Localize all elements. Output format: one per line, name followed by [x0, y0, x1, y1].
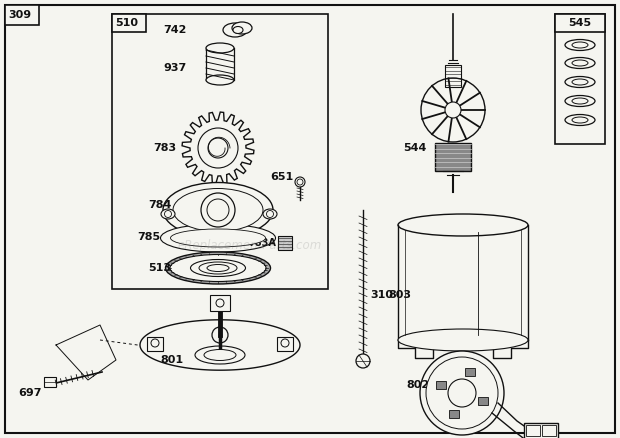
Circle shape: [216, 299, 224, 307]
Polygon shape: [182, 112, 254, 184]
Ellipse shape: [572, 60, 588, 66]
Bar: [277, 337, 293, 351]
Bar: [44, 377, 56, 387]
Ellipse shape: [166, 252, 270, 284]
Ellipse shape: [163, 183, 273, 237]
Text: 309: 309: [8, 10, 31, 20]
Text: 651: 651: [270, 172, 293, 182]
Ellipse shape: [232, 22, 252, 34]
Text: 784: 784: [148, 200, 171, 210]
Ellipse shape: [398, 329, 528, 351]
Ellipse shape: [233, 27, 243, 33]
Text: eReplacementParts.com: eReplacementParts.com: [178, 239, 322, 251]
Ellipse shape: [206, 75, 234, 85]
Ellipse shape: [398, 214, 528, 236]
Text: 742: 742: [163, 25, 187, 35]
Bar: [112, 14, 146, 32]
Text: 783A: 783A: [248, 238, 276, 248]
Text: 802: 802: [406, 380, 429, 390]
Ellipse shape: [212, 327, 228, 343]
Ellipse shape: [190, 259, 246, 276]
Ellipse shape: [565, 39, 595, 50]
Ellipse shape: [565, 95, 595, 106]
Text: 544: 544: [403, 143, 427, 153]
Circle shape: [208, 138, 228, 158]
Bar: [555, 14, 605, 144]
Ellipse shape: [206, 43, 234, 53]
Ellipse shape: [204, 350, 236, 360]
Circle shape: [448, 379, 476, 407]
Ellipse shape: [207, 265, 229, 272]
Bar: [555, 14, 605, 32]
Circle shape: [281, 339, 289, 347]
Bar: [5, 5, 39, 25]
Circle shape: [420, 351, 504, 435]
Ellipse shape: [565, 57, 595, 68]
Circle shape: [445, 102, 461, 118]
Text: 697: 697: [18, 388, 42, 398]
Text: 801: 801: [160, 355, 183, 365]
Circle shape: [356, 354, 370, 368]
Bar: [436, 381, 446, 389]
Circle shape: [198, 128, 238, 168]
Circle shape: [164, 211, 172, 218]
Ellipse shape: [201, 193, 235, 227]
Bar: [445, 65, 461, 87]
Ellipse shape: [207, 199, 229, 221]
Bar: [210, 295, 230, 311]
Circle shape: [426, 357, 498, 429]
Bar: [526, 425, 540, 436]
Text: 310: 310: [370, 290, 393, 300]
Bar: [112, 14, 328, 289]
Circle shape: [151, 339, 159, 347]
Bar: [524, 423, 558, 438]
Ellipse shape: [565, 77, 595, 88]
Ellipse shape: [161, 224, 275, 252]
Ellipse shape: [572, 79, 588, 85]
Bar: [450, 410, 459, 418]
Text: 510: 510: [115, 18, 138, 28]
Text: 783: 783: [153, 143, 176, 153]
Ellipse shape: [263, 209, 277, 219]
Text: 937: 937: [163, 63, 186, 73]
Bar: [147, 337, 163, 351]
Text: 545: 545: [568, 18, 591, 28]
Ellipse shape: [295, 177, 305, 187]
Ellipse shape: [572, 98, 588, 104]
Text: 513: 513: [148, 263, 171, 273]
Ellipse shape: [199, 262, 237, 274]
Ellipse shape: [161, 209, 175, 219]
Ellipse shape: [195, 346, 245, 364]
Circle shape: [267, 211, 273, 218]
Bar: [464, 368, 474, 376]
Bar: [435, 143, 471, 171]
Text: 785: 785: [137, 232, 160, 242]
Bar: [477, 396, 488, 405]
Polygon shape: [140, 320, 300, 370]
Bar: [542, 425, 556, 436]
Ellipse shape: [565, 114, 595, 126]
Ellipse shape: [223, 23, 247, 37]
Ellipse shape: [572, 117, 588, 123]
Text: 803: 803: [388, 290, 411, 300]
Ellipse shape: [297, 179, 303, 185]
Ellipse shape: [173, 188, 263, 232]
Ellipse shape: [170, 229, 265, 247]
Bar: [278, 236, 292, 250]
Ellipse shape: [572, 42, 588, 48]
Ellipse shape: [170, 254, 266, 282]
